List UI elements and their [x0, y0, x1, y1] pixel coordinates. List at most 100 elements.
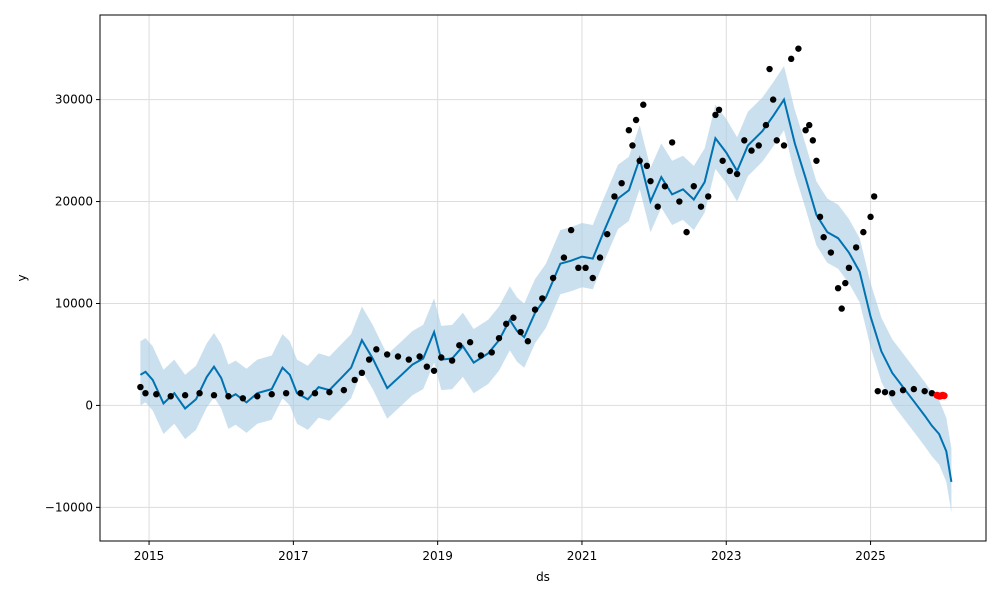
observed-point — [676, 198, 683, 205]
observed-point — [510, 314, 517, 321]
observed-point — [802, 126, 809, 134]
observed-point — [748, 147, 755, 154]
observed-point — [697, 203, 705, 210]
observed-point — [210, 392, 218, 399]
observed-point — [416, 353, 423, 360]
recent-point — [940, 392, 948, 400]
uncertainty-interval-band — [140, 66, 952, 513]
observed-point — [625, 126, 633, 134]
observed-point — [503, 320, 510, 328]
observed-point — [549, 274, 557, 282]
observed-point — [661, 183, 669, 190]
observed-point — [567, 226, 575, 234]
observed-point — [838, 305, 845, 312]
observed-point — [769, 96, 777, 103]
observed-point — [809, 137, 817, 144]
observed-point — [423, 363, 431, 370]
observed-point — [582, 264, 589, 272]
observed-point — [373, 346, 380, 353]
observed-point — [268, 391, 275, 398]
x-tick-label: 2021 — [567, 549, 598, 563]
x-tick-label: 2023 — [711, 549, 742, 563]
observed-point — [719, 157, 726, 164]
observed-point — [766, 65, 773, 73]
observed-point — [741, 137, 748, 144]
observed-point — [899, 386, 907, 394]
observed-point — [780, 142, 788, 149]
observed-point — [852, 244, 860, 251]
observed-point — [596, 254, 604, 261]
y-tick-label: −10000 — [45, 500, 93, 514]
observed-point — [611, 193, 618, 200]
observed-point — [167, 393, 174, 400]
observed-point — [142, 389, 149, 397]
observed-point — [589, 274, 596, 282]
observed-point — [636, 157, 643, 164]
observed-point — [351, 376, 358, 384]
observed-point — [340, 386, 348, 394]
observed-point — [365, 356, 373, 363]
observed-point — [524, 338, 532, 345]
observed-point — [560, 254, 568, 261]
observed-point — [137, 383, 144, 391]
observed-point — [405, 356, 413, 363]
observed-point — [834, 284, 842, 292]
observed-point — [813, 157, 820, 164]
observed-point — [282, 389, 290, 397]
observed-point — [430, 367, 438, 374]
observed-point — [668, 139, 676, 146]
observed-point — [733, 170, 741, 178]
observed-point — [618, 179, 625, 187]
observed-point — [196, 389, 203, 397]
observed-point — [239, 395, 247, 402]
observed-point — [683, 228, 690, 236]
observed-point — [531, 306, 539, 313]
observed-point — [874, 387, 881, 395]
y-axis-ticks: −10000 0 10000 20000 30000 — [45, 93, 100, 514]
observed-point — [629, 142, 636, 149]
observed-point — [773, 137, 780, 144]
observed-point — [326, 388, 333, 396]
observed-point — [640, 101, 647, 108]
y-tick-label: 10000 — [55, 296, 93, 310]
y-tick-label: 30000 — [55, 93, 93, 107]
observed-points — [137, 45, 936, 402]
observed-point — [910, 385, 918, 393]
observed-point — [604, 230, 611, 238]
observed-point — [755, 142, 762, 149]
observed-point — [438, 354, 445, 361]
observed-point — [225, 393, 232, 400]
observed-point — [488, 349, 495, 356]
y-axis-label: y — [15, 274, 29, 281]
observed-point — [448, 357, 456, 364]
observed-point — [632, 116, 640, 124]
observed-point — [867, 213, 874, 221]
observed-point — [795, 45, 802, 52]
observed-point — [311, 389, 319, 397]
observed-point — [394, 353, 402, 360]
observed-point — [643, 162, 651, 170]
observed-point — [297, 389, 304, 397]
observed-point — [477, 352, 485, 359]
observed-point — [870, 193, 878, 200]
observed-point — [762, 121, 770, 129]
observed-point — [690, 183, 697, 190]
observed-point — [153, 391, 160, 398]
plot-area-frame — [99, 14, 987, 542]
observed-point — [881, 388, 889, 396]
observed-point — [254, 393, 261, 400]
observed-point — [575, 264, 582, 272]
observed-point — [889, 389, 896, 397]
observed-point — [181, 392, 189, 399]
x-axis-ticks: 2015 2017 2019 2021 2023 2025 — [134, 541, 886, 563]
x-tick-label: 2017 — [278, 549, 309, 563]
observed-point — [456, 342, 463, 349]
observed-point — [842, 279, 849, 287]
observed-point — [712, 111, 719, 119]
x-tick-label: 2025 — [855, 549, 886, 563]
observed-point — [654, 203, 661, 210]
observed-point — [466, 339, 474, 346]
observed-point — [705, 193, 712, 200]
observed-point — [820, 234, 827, 241]
